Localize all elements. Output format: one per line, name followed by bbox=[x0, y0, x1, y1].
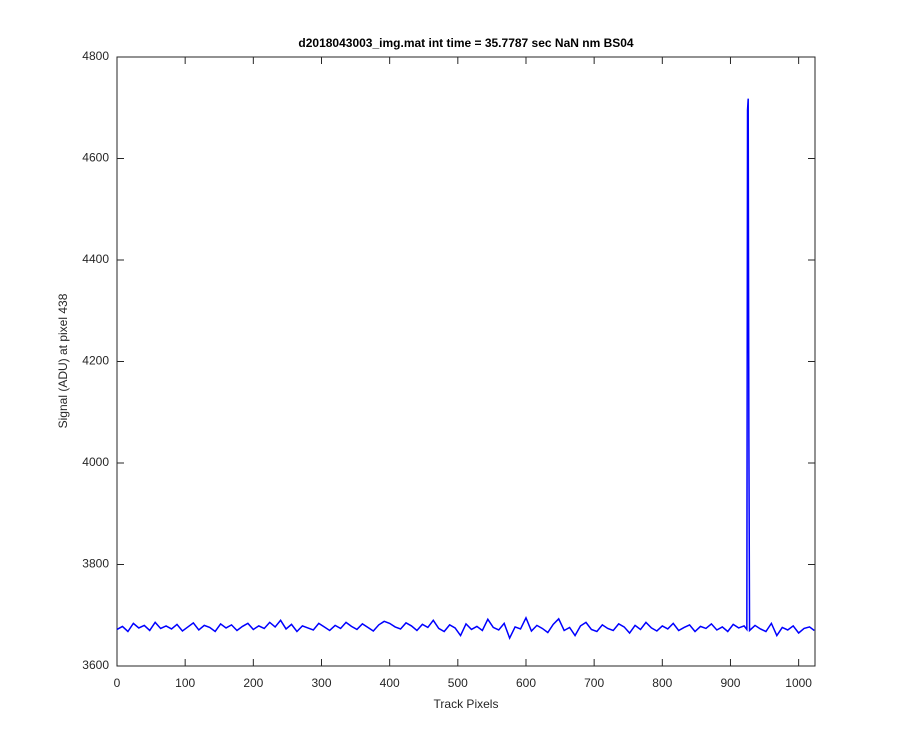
y-tick-label: 4000 bbox=[82, 455, 109, 469]
x-axis-label: Track Pixels bbox=[434, 697, 499, 711]
x-tick-label: 800 bbox=[652, 676, 672, 690]
x-tick-label: 500 bbox=[448, 676, 468, 690]
y-tick-label: 4200 bbox=[82, 354, 109, 368]
x-tick-label: 400 bbox=[380, 676, 400, 690]
x-tick-label: 700 bbox=[584, 676, 604, 690]
x-tick-label: 100 bbox=[175, 676, 195, 690]
y-axis-label: Signal (ADU) at pixel 438 bbox=[56, 293, 70, 428]
y-tick-label: 4600 bbox=[82, 151, 109, 165]
y-tick-label: 3600 bbox=[82, 658, 109, 672]
data-line bbox=[116, 98, 815, 640]
x-tick-label: 900 bbox=[720, 676, 740, 690]
x-tick-label: 0 bbox=[114, 676, 121, 690]
x-tick-label: 1000 bbox=[785, 676, 812, 690]
chart-title: d2018043003_img.mat int time = 35.7787 s… bbox=[298, 36, 634, 50]
y-tick-label: 4400 bbox=[82, 252, 109, 266]
y-tick-label: 4800 bbox=[82, 49, 109, 63]
y-tick-label: 3800 bbox=[82, 557, 109, 571]
x-tick-label: 200 bbox=[243, 676, 263, 690]
x-tick-label: 600 bbox=[516, 676, 536, 690]
x-tick-label: 300 bbox=[311, 676, 331, 690]
